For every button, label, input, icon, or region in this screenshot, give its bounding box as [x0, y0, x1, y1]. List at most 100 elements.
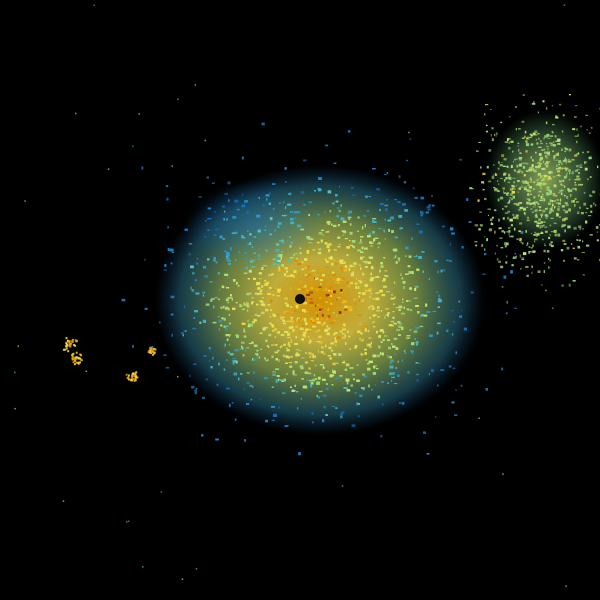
- speckle: [546, 107, 548, 110]
- speckle: [475, 244, 478, 247]
- speckle: [567, 160, 572, 163]
- speckle: [335, 194, 338, 197]
- speckle: [543, 198, 546, 201]
- speckle: [194, 391, 197, 395]
- speckle: [245, 257, 247, 260]
- speckle: [550, 208, 553, 211]
- speckle: [446, 259, 449, 262]
- speckle: [299, 280, 302, 284]
- speckle: [540, 140, 542, 143]
- speckle: [195, 292, 200, 295]
- speckle: [520, 231, 524, 234]
- speckle: [545, 161, 549, 164]
- speckle: [518, 163, 523, 167]
- speckle: [428, 204, 431, 207]
- speckle: [312, 421, 314, 424]
- speckle: [585, 212, 588, 214]
- speckle: [244, 267, 248, 269]
- speckle: [574, 184, 577, 186]
- speckle: [346, 381, 349, 385]
- speckle: [338, 311, 342, 314]
- speckle: [370, 305, 374, 308]
- speckle: [546, 186, 550, 189]
- speckle: [494, 252, 496, 255]
- speckle: [563, 209, 565, 212]
- speckle: [333, 371, 336, 374]
- speckle: [426, 453, 430, 455]
- speckle: [497, 183, 500, 185]
- speckle: [586, 244, 590, 247]
- speckle: [543, 221, 546, 223]
- speckle: [204, 139, 207, 142]
- speckle: [255, 353, 257, 355]
- speckle: [532, 188, 535, 191]
- speckle: [550, 217, 554, 219]
- speckle: [253, 344, 258, 347]
- speckle: [495, 132, 498, 135]
- speckle: [541, 284, 543, 286]
- speckle: [333, 249, 337, 251]
- speckle: [544, 162, 547, 165]
- speckle: [480, 166, 482, 169]
- speckle: [208, 349, 211, 351]
- speckle: [135, 371, 138, 374]
- speckle: [532, 181, 535, 184]
- speckle: [306, 274, 310, 278]
- speckle: [275, 358, 278, 361]
- speckle: [396, 329, 401, 331]
- speckle: [153, 352, 155, 355]
- speckle: [566, 172, 568, 174]
- speckle: [535, 233, 538, 237]
- speckle: [370, 245, 373, 247]
- speckle: [567, 225, 571, 229]
- speckle: [364, 260, 368, 264]
- speckle: [303, 331, 307, 334]
- speckle: [394, 199, 397, 201]
- speckle: [163, 269, 167, 271]
- speckle: [293, 275, 295, 278]
- speckle: [171, 165, 173, 167]
- speckle: [589, 176, 592, 178]
- speckle: [308, 367, 311, 370]
- speckle: [334, 337, 336, 341]
- speckle: [553, 200, 556, 202]
- speckle: [354, 302, 356, 305]
- speckle: [319, 306, 324, 308]
- speckle: [508, 199, 511, 203]
- speckle: [528, 251, 530, 254]
- speckle: [451, 232, 455, 235]
- speckle: [85, 370, 87, 373]
- speckle: [218, 362, 220, 366]
- speckle: [328, 327, 331, 330]
- speckle: [512, 213, 515, 217]
- speckle: [531, 271, 533, 274]
- speckle: [288, 326, 293, 329]
- speckle: [390, 297, 395, 300]
- speckle: [408, 131, 410, 134]
- speckle: [565, 168, 568, 172]
- speckle: [331, 263, 334, 266]
- speckle: [374, 384, 376, 386]
- speckle: [326, 259, 331, 261]
- speckle: [552, 124, 555, 126]
- speckle: [249, 233, 252, 236]
- speckle: [285, 320, 289, 322]
- speckle: [264, 265, 266, 269]
- speckle: [296, 257, 298, 260]
- speckle: [257, 292, 260, 296]
- speckle: [278, 406, 281, 409]
- speckle: [349, 223, 352, 226]
- speckle: [340, 415, 343, 419]
- speckle: [561, 284, 564, 287]
- speckle: [299, 247, 302, 250]
- speckle: [212, 356, 214, 360]
- speckle: [336, 307, 338, 309]
- speckle: [264, 326, 268, 329]
- speckle: [508, 173, 511, 177]
- speckle: [395, 307, 399, 309]
- speckle: [521, 137, 525, 139]
- speckle: [360, 251, 364, 253]
- speckle: [355, 278, 357, 281]
- speckle: [226, 218, 228, 221]
- speckle: [398, 309, 401, 311]
